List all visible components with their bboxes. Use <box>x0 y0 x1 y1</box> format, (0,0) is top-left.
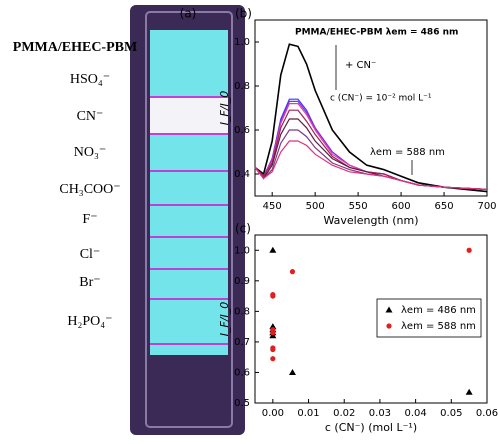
strip <box>150 300 228 345</box>
plot-frame <box>254 19 488 197</box>
panel-title: PMMA/EHEC-PBM <box>13 40 137 55</box>
point <box>270 356 276 362</box>
x-tick-label: 0.02 <box>333 408 355 419</box>
legend-marker <box>386 323 392 329</box>
legend-box <box>376 298 482 338</box>
annotation: PMMA/EHEC-PBM λem = 486 nm <box>295 28 458 38</box>
annotation: + CN⁻ <box>345 60 376 71</box>
point <box>270 330 276 336</box>
strip <box>150 135 228 172</box>
point <box>270 293 276 299</box>
y-tick-label: 0.4 <box>234 169 250 180</box>
panel-label: (c) <box>235 222 251 236</box>
x-tick-label: 650 <box>434 201 453 212</box>
anion-label: F⁻ <box>82 212 97 227</box>
annotation: c (CN⁻) = 10⁻² mol L⁻¹ <box>330 94 432 104</box>
x-tick-label: 0.05 <box>440 408 462 419</box>
x-tick-label: 500 <box>306 201 325 212</box>
strip <box>150 270 228 300</box>
legend-label: λem = 588 nm <box>401 321 476 332</box>
y-tick-label: 0.8 <box>234 306 250 317</box>
point <box>465 388 473 395</box>
legend-marker <box>385 306 393 313</box>
strip <box>150 345 228 355</box>
strip <box>150 238 228 270</box>
panel-label: (b) <box>235 7 252 21</box>
spectrum-line <box>254 98 488 190</box>
anion-label: HSO₄⁻ <box>70 72 110 87</box>
x-axis-label: c (CN⁻) (mol L⁻¹) <box>325 421 417 434</box>
spectrum-line <box>254 100 488 190</box>
point <box>466 247 472 253</box>
y-tick-label: 1.0 <box>234 245 250 256</box>
x-axis-label: Wavelength (nm) <box>323 214 418 227</box>
x-tick-label: 0.06 <box>476 408 498 419</box>
y-tick-label: 0.9 <box>234 276 250 287</box>
legend-label: λem = 486 nm <box>401 305 476 316</box>
x-tick-label: 550 <box>349 201 368 212</box>
anion-label: H₂PO₄⁻ <box>67 314 112 329</box>
anion-label: Cl⁻ <box>80 247 101 262</box>
x-tick-label: 0.03 <box>369 408 391 419</box>
x-tick-label: 0.00 <box>262 408 284 419</box>
strips <box>150 30 228 355</box>
y-tick-label: 0.6 <box>234 367 250 378</box>
point <box>288 368 296 375</box>
y-axis-label: I_F/I_0 <box>218 302 231 337</box>
anion-label: Br⁻ <box>79 275 100 290</box>
y-tick-label: 0.6 <box>234 125 250 136</box>
anion-label: CN⁻ <box>77 109 104 124</box>
point <box>270 346 276 353</box>
spectrum-line <box>254 140 488 190</box>
point <box>269 323 277 330</box>
panel-label: (a) <box>180 7 197 21</box>
annotation: λem = 588 nm <box>370 147 445 158</box>
strip <box>150 98 228 135</box>
x-tick-label: 700 <box>477 201 496 212</box>
strip <box>150 206 228 238</box>
y-tick-label: 1.0 <box>234 37 250 48</box>
y-axis-label: I_F/I_0 <box>218 91 231 126</box>
y-tick-label: 0.7 <box>234 337 250 348</box>
strip <box>150 172 228 206</box>
strip <box>150 30 228 98</box>
anion-label: CH₃COO⁻ <box>59 182 120 197</box>
x-tick-label: 450 <box>263 201 282 212</box>
point <box>269 246 277 253</box>
y-tick-label: 0.8 <box>234 81 250 92</box>
plot-frame <box>254 234 488 404</box>
x-tick-label: 0.04 <box>404 408 426 419</box>
spectrum-line <box>254 43 488 193</box>
y-tick-label: 0.5 <box>234 398 250 409</box>
spectrum-line <box>254 129 488 190</box>
anion-label: NO₃⁻ <box>74 145 107 160</box>
point <box>289 269 296 275</box>
x-tick-label: 0.01 <box>297 408 319 419</box>
x-tick-label: 600 <box>392 201 411 212</box>
photo-frame <box>145 11 233 428</box>
